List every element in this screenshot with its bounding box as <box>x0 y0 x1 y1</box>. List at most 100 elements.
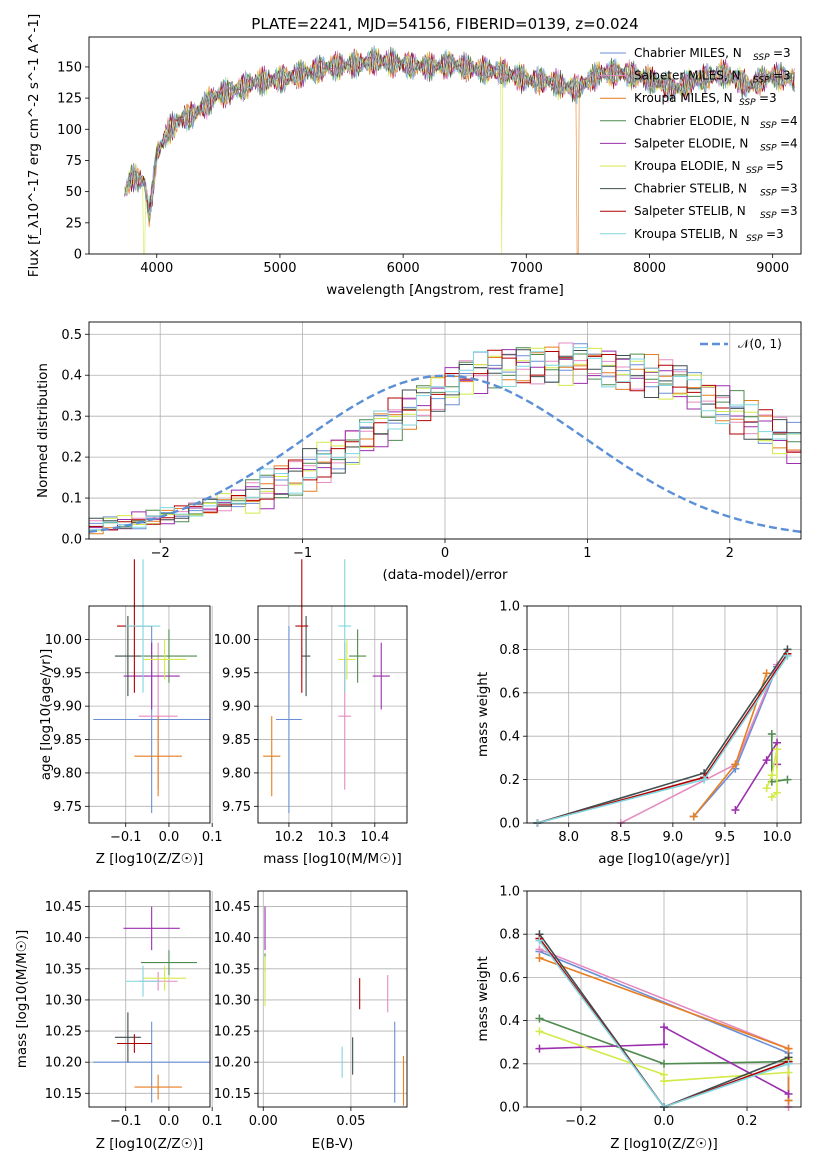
normal-curve <box>88 374 802 533</box>
legend-label: Salpeter STELIB, N <box>634 204 746 218</box>
x-axis-label: wavelength [Angstrom, rest frame] <box>326 282 564 298</box>
plot-frame <box>88 605 211 824</box>
y-tick-label: 0.3 <box>61 410 82 425</box>
x-tick-label: 10.0 <box>763 830 792 845</box>
weight-marker <box>784 1068 793 1077</box>
legend-suffix: =3 <box>773 46 791 60</box>
y-tick-label: 0 <box>74 248 82 263</box>
legend-suffix: =3 <box>780 204 798 218</box>
x-tick-label: 0.05 <box>336 1114 365 1129</box>
legend-suffix: =5 <box>766 159 784 173</box>
y-tick-label: 10.25 <box>214 1025 251 1040</box>
weight-marker <box>773 745 782 754</box>
x-tick-label: 0.00 <box>249 1114 278 1129</box>
grid-layer <box>89 322 801 1108</box>
legend-suffix: =3 <box>759 91 777 105</box>
weight-marker <box>784 1059 793 1068</box>
weight-marker <box>535 1014 544 1023</box>
weight-marker <box>773 788 782 797</box>
legend-subscript: SSP <box>760 121 777 131</box>
weight-marker <box>784 1090 793 1099</box>
x-axis-label: E(B-V) <box>312 1136 354 1152</box>
plot-frame <box>526 890 802 1108</box>
y-tick-label: 0.8 <box>499 928 520 943</box>
y-axis-label: Flux [f_λ10^-17 erg cm^-2 s^-1 A^-1] <box>26 14 42 277</box>
plot-frame <box>257 605 408 824</box>
x-tick-label: −1 <box>293 546 312 561</box>
legend-label: Kroupa ELODIE, N <box>634 159 741 173</box>
x-tick-label: 0.0 <box>159 830 180 845</box>
x-tick-label: 10.2 <box>274 830 303 845</box>
y-tick-label: 0.2 <box>499 1057 520 1072</box>
legend-subscript: SSP <box>746 166 763 176</box>
y-tick-label: 10.15 <box>214 1087 251 1102</box>
weight-marker <box>535 945 544 954</box>
y-tick-label: 100 <box>57 123 82 138</box>
y-tick-label: 9.85 <box>222 733 251 748</box>
legend-label: 𝒩(0, 1) <box>738 337 782 351</box>
y-tick-label: 9.80 <box>53 766 82 781</box>
y-tick-label: 10.25 <box>45 1025 82 1040</box>
x-axis-label: Z [log10(Z/Z☉)] <box>96 1136 204 1152</box>
x-tick-label: 0.2 <box>737 1114 758 1129</box>
x-tick-label: 7000 <box>510 261 543 276</box>
weight-marker <box>783 651 792 660</box>
legend-suffix: =3 <box>780 182 798 196</box>
weight-marker <box>767 771 776 780</box>
x-axis-label: (data-model)/error <box>382 567 508 583</box>
y-tick-label: 0.0 <box>61 533 82 548</box>
x-tick-label: 10.4 <box>360 830 389 845</box>
legend-suffix: =4 <box>780 114 798 128</box>
y-tick-label: 0.8 <box>499 643 520 658</box>
y-tick-label: 0.2 <box>499 773 520 788</box>
x-tick-label: 6000 <box>387 261 420 276</box>
x-tick-label: 8.5 <box>610 830 631 845</box>
y-tick-label: 9.90 <box>222 700 251 715</box>
x-axis-label: mass [log10(M/M☉)] <box>263 851 402 867</box>
legend-label: Salpeter ELODIE, N <box>634 136 748 150</box>
y-axis-label: mass weight <box>475 956 491 1041</box>
plot-frame <box>88 321 802 540</box>
plot-frame <box>88 890 211 1108</box>
y-tick-label: 50 <box>65 185 82 200</box>
histogram-step <box>88 349 801 539</box>
y-tick-label: 9.80 <box>222 766 251 781</box>
weight-marker <box>660 1040 668 1049</box>
y-tick-label: 1.0 <box>499 600 520 615</box>
x-axis-label: age [log10(age/yr)] <box>598 851 730 867</box>
y-tick-label: 1.0 <box>499 885 520 900</box>
y-tick-label: 0.1 <box>61 492 82 507</box>
y-tick-label: 0.2 <box>61 451 82 466</box>
legend-label: Chabrier STELIB, N <box>634 182 747 196</box>
x-tick-label: 2 <box>726 546 734 561</box>
legend-label: Chabrier ELODIE, N <box>634 114 750 128</box>
histogram-step <box>88 347 801 539</box>
y-axis-label: mass weight <box>475 672 491 757</box>
data-layer <box>88 45 802 1111</box>
legend-suffix: =3 <box>773 69 791 83</box>
x-tick-label: 0 <box>441 546 449 561</box>
x-tick-label: 4000 <box>140 261 173 276</box>
y-tick-label: 9.75 <box>222 800 251 815</box>
y-tick-label: 10.20 <box>45 1056 82 1071</box>
x-axis-label: Z [log10(Z/Z☉)] <box>96 851 204 867</box>
x-tick-label: 0.1 <box>202 1114 223 1129</box>
weight-marker <box>762 669 771 678</box>
y-tick-label: 0.4 <box>499 730 520 745</box>
legend-label: Kroupa MILES, N <box>634 91 733 105</box>
legend-label: Chabrier MILES, N <box>634 46 742 60</box>
y-axis-label: age [log10(age/yr)] <box>38 649 54 781</box>
legend-layer: Chabrier MILES, N SSP =3 Salpeter MILES, N S… <box>600 46 798 351</box>
weight-marker <box>762 756 771 765</box>
y-tick-label: 0.5 <box>61 328 82 343</box>
legend-label: Salpeter MILES, N <box>634 69 741 83</box>
y-tick-label: 9.95 <box>222 666 251 681</box>
weight-marker <box>783 775 792 784</box>
y-tick-label: 10.00 <box>45 633 82 648</box>
y-tick-label: 10.45 <box>45 900 82 915</box>
plot-frame <box>526 605 802 824</box>
weight-marker <box>535 1044 544 1053</box>
y-tick-label: 25 <box>65 216 82 231</box>
y-tick-label: 0.6 <box>499 686 520 701</box>
y-tick-label: 10.20 <box>214 1056 251 1071</box>
